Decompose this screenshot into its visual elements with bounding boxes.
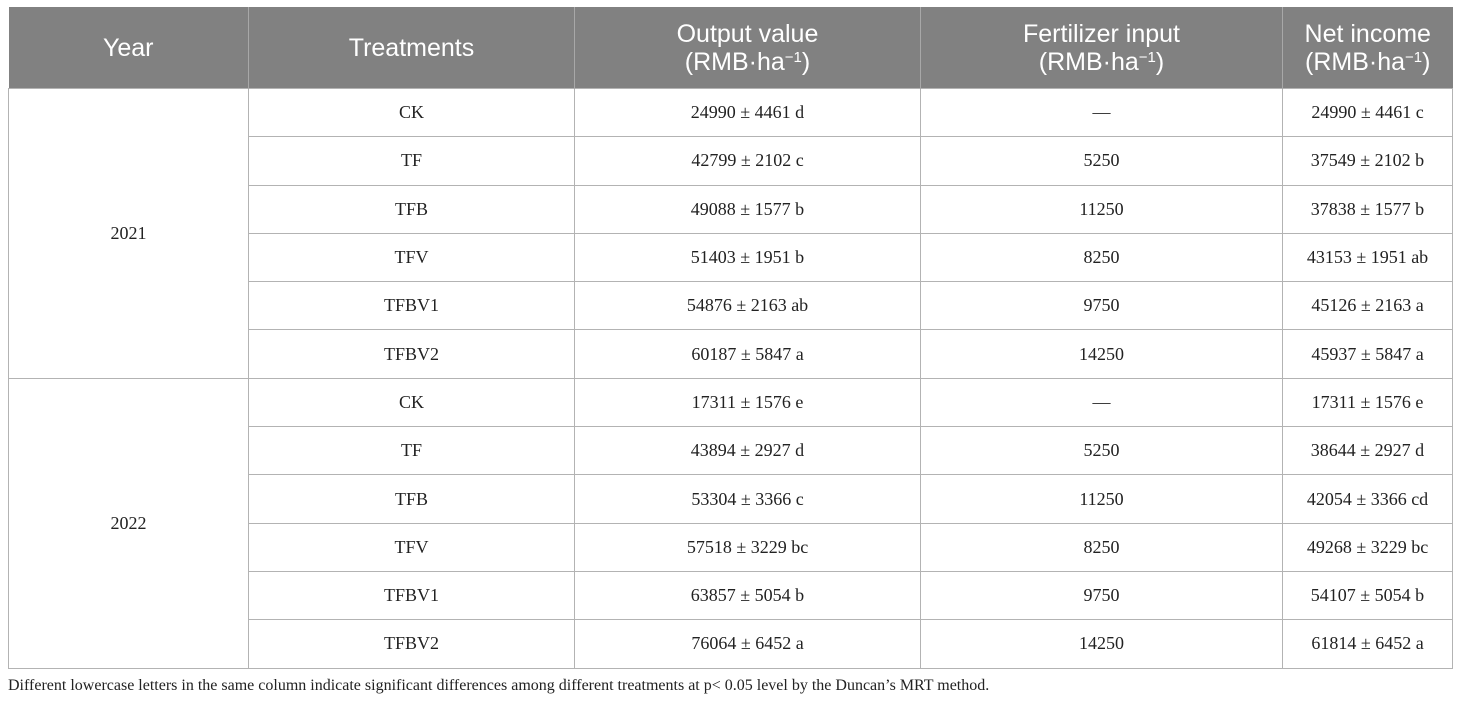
year-cell: 2021 <box>8 88 249 379</box>
net-income-cell: 24990 ± 4461 c <box>1282 87 1453 138</box>
net-income-cell: 49268 ± 3229 bc <box>1282 522 1453 572</box>
output-value-cell: 24990 ± 4461 d <box>574 87 921 138</box>
table-row: TFV 57518 ± 3229 bc 8250 49268 ± 3229 bc <box>9 522 1453 572</box>
table-row: TFBV1 54876 ± 2163 ab 9750 45126 ± 2163 a <box>9 281 1453 331</box>
output-value-cell: 54876 ± 2163 ab <box>574 281 921 331</box>
net-income-cell: 45126 ± 2163 a <box>1282 281 1453 331</box>
output-value-cell: 60187 ± 5847 a <box>574 329 921 379</box>
fertilizer-input-cell: 5250 <box>920 136 1283 186</box>
output-value-cell: 63857 ± 5054 b <box>574 570 921 621</box>
table-row: TFB 53304 ± 3366 c 11250 42054 ± 3366 cd <box>9 474 1453 524</box>
output-value-cell: 49088 ± 1577 b <box>574 184 921 234</box>
table-row: TFBV2 60187 ± 5847 a 14250 45937 ± 5847 a <box>9 329 1453 379</box>
output-value-cell: 17311 ± 1576 e <box>574 377 921 428</box>
fertilizer-input-cell: 14250 <box>920 619 1283 669</box>
economic-benefit-table: Year Treatments Output value (RMB·ha−1) … <box>8 7 1453 669</box>
fertilizer-input-cell: — <box>920 87 1283 138</box>
table-row: 2022 CK 17311 ± 1576 e —17311 ± 1576 e <box>8 377 1453 669</box>
treatment-cell: TFV <box>248 522 575 572</box>
fertilizer-input-cell: 9750 <box>920 570 1283 621</box>
treatment-cell: TFB <box>248 474 575 524</box>
fertilizer-input-cell: 11250 <box>920 474 1283 524</box>
net-income-cell: 37549 ± 2102 b <box>1282 136 1453 186</box>
header-treatments: Treatments <box>248 7 575 89</box>
table-row: TF 43894 ± 2927 d 5250 38644 ± 2927 d <box>9 426 1453 476</box>
output-value-cell: 53304 ± 3366 c <box>574 474 921 524</box>
table-footnote: Different lowercase letters in the same … <box>8 677 990 694</box>
header-year: Year <box>8 7 249 89</box>
treatment-cell: TFBV2 <box>248 619 575 669</box>
output-value-cell: 51403 ± 1951 b <box>574 232 921 283</box>
net-income-cell: 37838 ± 1577 b <box>1282 184 1453 234</box>
fertilizer-input-cell: 9750 <box>920 281 1283 331</box>
data-table-container: Year Treatments Output value (RMB·ha−1) … <box>8 7 1453 669</box>
treatment-cell: CK <box>248 87 575 138</box>
net-income-cell: 38644 ± 2927 d <box>1282 426 1453 476</box>
year-cell: 2022 <box>8 377 249 669</box>
fertilizer-input-cell: 8250 <box>920 232 1283 283</box>
treatment-cell: TFV <box>248 232 575 283</box>
net-income-cell: 61814 ± 6452 a <box>1282 619 1453 669</box>
table-row: 2021 CK 24990 ± 4461 d —24990 ± 4461 c <box>8 87 1453 379</box>
fertilizer-input-cell: — <box>920 377 1283 428</box>
fertilizer-input-cell: 11250 <box>920 184 1283 234</box>
header-output-value: Output value (RMB·ha−1) <box>574 7 921 89</box>
output-value-cell: 43894 ± 2927 d <box>574 426 921 476</box>
output-value-cell: 76064 ± 6452 a <box>574 619 921 669</box>
treatment-cell: TFB <box>248 184 575 234</box>
fertilizer-input-cell: 5250 <box>920 426 1283 476</box>
fertilizer-input-cell: 8250 <box>920 522 1283 572</box>
treatment-cell: TFBV2 <box>248 329 575 379</box>
treatment-cell: TFBV1 <box>248 570 575 621</box>
fertilizer-input-cell: 14250 <box>920 329 1283 379</box>
table-row: TFBV2 76064 ± 6452 a 14250 61814 ± 6452 a <box>9 619 1453 669</box>
net-income-cell: 43153 ± 1951 ab <box>1282 232 1453 283</box>
header-row: Year Treatments Output value (RMB·ha−1) … <box>8 7 1453 89</box>
treatment-cell: TF <box>248 136 575 186</box>
header-net-income: Net income (RMB·ha−1) <box>1282 7 1453 89</box>
table-row: TF 42799 ± 2102 c 5250 37549 ± 2102 b <box>9 136 1453 186</box>
header-fertilizer-input: Fertilizer input (RMB·ha−1) <box>920 7 1283 89</box>
table-body: 2021 CK 24990 ± 4461 d —24990 ± 4461 c TF 427… <box>8 87 1453 669</box>
net-income-cell: 54107 ± 5054 b <box>1282 570 1453 621</box>
net-income-cell: 42054 ± 3366 cd <box>1282 474 1453 524</box>
treatment-cell: TFBV1 <box>248 281 575 331</box>
table-row: TFB 49088 ± 1577 b 11250 37838 ± 1577 b <box>9 184 1453 234</box>
net-income-cell: 45937 ± 5847 a <box>1282 329 1453 379</box>
net-income-cell: 17311 ± 1576 e <box>1282 377 1453 428</box>
table-row: TFV 51403 ± 1951 b 8250 43153 ± 1951 ab <box>9 232 1453 283</box>
output-value-cell: 42799 ± 2102 c <box>574 136 921 186</box>
treatment-cell: TF <box>248 426 575 476</box>
treatment-cell: CK <box>248 377 575 428</box>
output-value-cell: 57518 ± 3229 bc <box>574 522 921 572</box>
table-row: TFBV1 63857 ± 5054 b 9750 54107 ± 5054 b <box>9 570 1453 621</box>
